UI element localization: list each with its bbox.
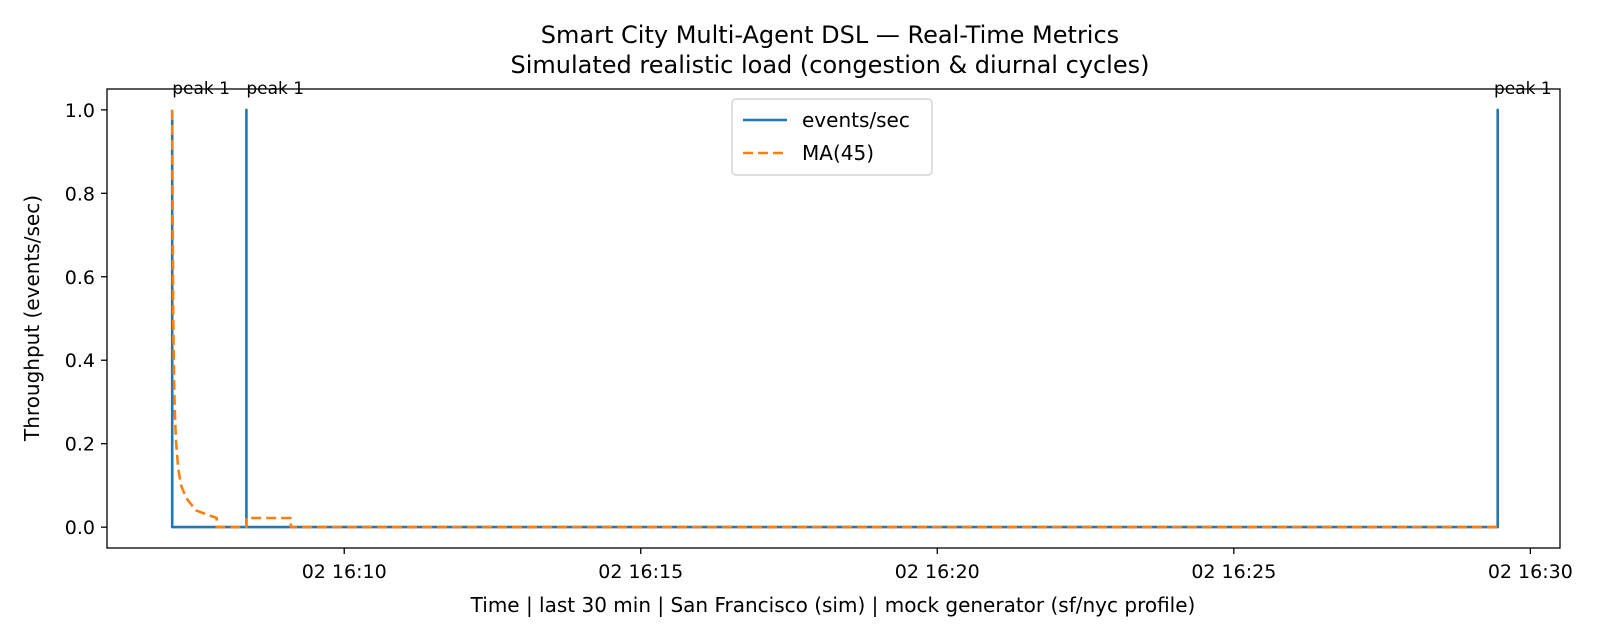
- chart-subtitle: Simulated realistic load (congestion & d…: [511, 51, 1150, 79]
- plot-area: 0.0 0.2 0.4 0.6 0.8 1.0 02 16:10 02 16:15 02 16:…: [65, 79, 1573, 583]
- x-tick-label: 02 16:25: [1191, 561, 1276, 583]
- legend-label: events/sec: [802, 108, 910, 132]
- legend-label: MA(45): [802, 141, 874, 165]
- x-tick-label: 02 16:30: [1488, 561, 1573, 583]
- peak-annotation: peak 1: [1494, 79, 1552, 99]
- y-tick-label: 0.2: [65, 434, 95, 456]
- x-tick-label: 02 16:10: [302, 561, 387, 583]
- y-tick-label: 0.0: [65, 517, 95, 539]
- y-tick-label: 0.8: [65, 183, 95, 205]
- y-tick-label: 0.4: [65, 350, 95, 372]
- peak-annotation: peak 1: [246, 79, 304, 99]
- x-axis-title: Time | last 30 min | San Francisco (sim)…: [470, 593, 1196, 617]
- legend: events/sec MA(45): [731, 98, 933, 176]
- series-line-ma45: [170, 109, 1498, 529]
- legend-box: [731, 98, 933, 176]
- peak-annotation: peak 1: [172, 79, 230, 99]
- plot-frame: [106, 88, 1561, 549]
- series-line-events-per-sec: [170, 108, 1499, 529]
- x-tick-label: 02 16:20: [895, 561, 980, 583]
- chart-title: Smart City Multi-Agent DSL — Real-Time M…: [541, 21, 1119, 49]
- x-tick-label: 02 16:15: [598, 561, 683, 583]
- y-tick-label: 1.0: [65, 100, 95, 122]
- y-tick-label: 0.6: [65, 267, 95, 289]
- y-axis-title: Throughput (events/sec): [20, 195, 44, 442]
